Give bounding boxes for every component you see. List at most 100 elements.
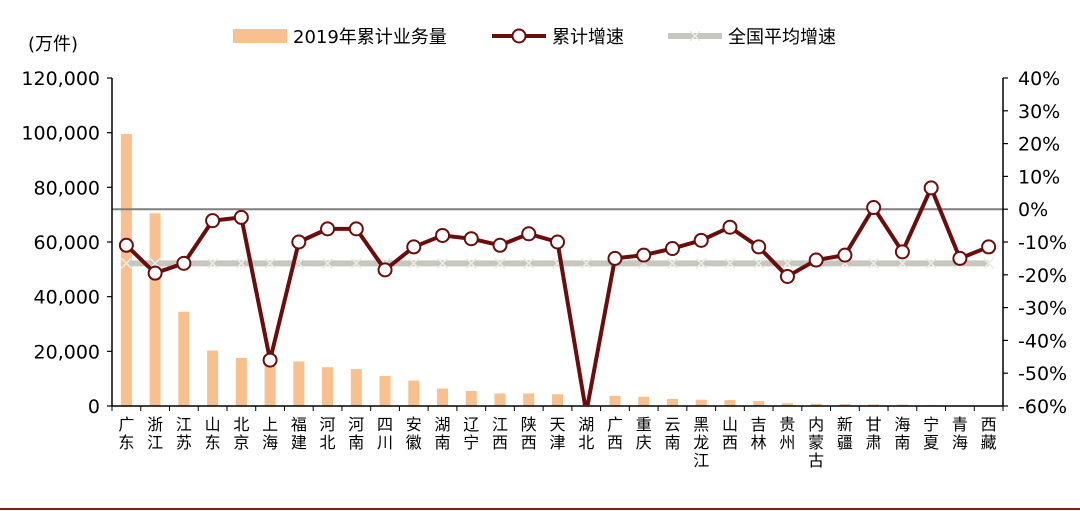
growth-point-4 xyxy=(233,209,249,225)
growth-point-19 xyxy=(664,241,680,257)
growth-point-8 xyxy=(348,221,364,237)
growth-point-7 xyxy=(320,221,336,237)
category-label: 湖北 xyxy=(578,415,594,452)
growth-point-0 xyxy=(118,237,134,253)
left-tick-label: 80,000 xyxy=(34,177,100,199)
category-label: 青海 xyxy=(952,415,968,452)
category-label: 广东 xyxy=(118,415,134,452)
growth-line xyxy=(124,185,990,406)
category-label: 天津 xyxy=(549,415,565,452)
right-tick-label: 30% xyxy=(1018,101,1060,123)
average-marker-7 xyxy=(322,257,334,269)
growth-point-3 xyxy=(205,213,221,229)
growth-point-28 xyxy=(923,180,939,196)
average-marker-30 xyxy=(983,257,995,269)
category-label: 内蒙古 xyxy=(808,415,824,470)
tick-labels: 0 20,000 40,000 60,000 80,000 100,000 120,000 -… xyxy=(21,68,1067,418)
left-tick-label: 0 xyxy=(88,396,100,418)
growth-point-11 xyxy=(435,227,451,243)
right-tick-label: 10% xyxy=(1018,166,1060,188)
growth-point-14 xyxy=(521,226,537,242)
bar-0 xyxy=(120,134,132,407)
bar-2 xyxy=(178,311,190,406)
average-marker-10 xyxy=(408,257,420,269)
bar-25 xyxy=(839,404,851,406)
average-marker-26 xyxy=(868,257,880,269)
average-marker-19 xyxy=(666,257,678,269)
growth-point-26 xyxy=(866,200,882,216)
bar-7 xyxy=(322,367,334,406)
legend-average-marker xyxy=(689,30,701,42)
category-label: 贵州 xyxy=(779,415,795,452)
bar-21 xyxy=(724,399,736,406)
category-label: 海南 xyxy=(894,415,910,452)
category-label: 浙江 xyxy=(147,415,163,452)
bar-19 xyxy=(666,398,678,406)
average-marker-28 xyxy=(925,257,937,269)
bar-18 xyxy=(638,396,650,406)
category-label: 福建 xyxy=(291,415,307,452)
legend-average-label: 全国平均增速 xyxy=(728,27,836,48)
category-label: 辽宁 xyxy=(463,415,479,452)
right-tick-label: -10% xyxy=(1018,232,1067,254)
left-tick-label: 20,000 xyxy=(34,341,100,363)
bar-13 xyxy=(494,393,506,406)
bar-8 xyxy=(350,369,362,406)
legend-bar-label: 2019年累计业务量 xyxy=(293,27,447,48)
growth-point-29 xyxy=(952,250,968,266)
average-marker-3 xyxy=(207,257,219,269)
growth-point-12 xyxy=(463,231,479,247)
left-tick-label: 120,000 xyxy=(21,68,100,90)
growth-point-30 xyxy=(981,239,997,255)
growth-point-5 xyxy=(262,352,278,368)
right-tick-label: 0% xyxy=(1018,199,1048,221)
growth-point-25 xyxy=(837,247,853,263)
bar-12 xyxy=(465,390,477,406)
category-label: 西藏 xyxy=(981,415,997,452)
average-marker-20 xyxy=(695,257,707,269)
average-marker-16 xyxy=(580,257,592,269)
category-label: 湖南 xyxy=(435,415,451,452)
bar-15 xyxy=(552,394,563,406)
legend-growth-label: 累计增速 xyxy=(552,27,624,48)
growth-point-6 xyxy=(291,234,307,250)
right-tick-label: -60% xyxy=(1018,396,1067,418)
bar-10 xyxy=(408,380,420,406)
average-marker-0 xyxy=(120,257,132,269)
category-label: 河北 xyxy=(320,415,336,452)
growth-point-27 xyxy=(894,244,910,260)
average-marker-4 xyxy=(235,257,247,269)
growth-point-1 xyxy=(147,265,163,281)
bar-5 xyxy=(264,359,276,406)
average-marker-12 xyxy=(465,257,477,269)
category-label: 黑龙江 xyxy=(693,415,709,470)
category-label: 江西 xyxy=(492,415,508,452)
bar-9 xyxy=(379,375,391,406)
bar-23 xyxy=(781,403,793,406)
legend-bar-swatch xyxy=(233,29,287,43)
average-marker-11 xyxy=(437,257,449,269)
right-tick-label: -50% xyxy=(1018,363,1067,385)
category-label: 云南 xyxy=(664,415,680,452)
category-label: 广西 xyxy=(607,415,623,452)
left-tick-label: 60,000 xyxy=(34,232,100,254)
growth-point-15 xyxy=(550,234,565,250)
axes xyxy=(107,77,1008,411)
right-tick-label: 20% xyxy=(1018,134,1060,156)
category-label: 山东 xyxy=(205,415,221,452)
bar-1 xyxy=(149,213,161,406)
category-label: 上海 xyxy=(262,415,278,452)
legend-growth-marker xyxy=(511,28,527,44)
growth-point-2 xyxy=(176,255,192,271)
category-label: 甘肃 xyxy=(866,415,882,452)
growth-point-9 xyxy=(377,262,393,278)
average-marker-13 xyxy=(494,257,506,269)
growth-point-22 xyxy=(751,239,767,255)
growth-point-17 xyxy=(607,250,623,266)
category-label: 山西 xyxy=(722,415,738,452)
bar-14 xyxy=(523,393,535,406)
bar-3 xyxy=(207,350,219,406)
legend: 2019年累计业务量 累计增速 全国平均增速 xyxy=(233,27,836,48)
bar-11 xyxy=(437,388,449,406)
